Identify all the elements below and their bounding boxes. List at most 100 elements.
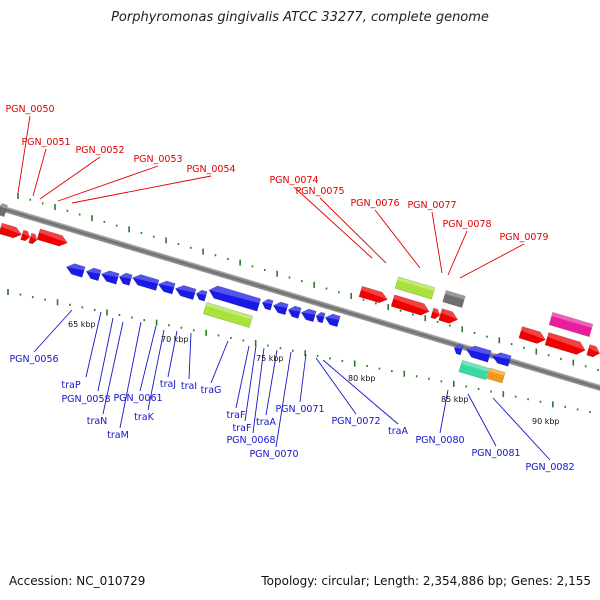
- gene-label-leader: [167, 330, 178, 378]
- reverse-gene-arrow[interactable]: [491, 351, 512, 367]
- inner-tick-mark: [93, 308, 96, 311]
- gene-label[interactable]: PGN_0077: [407, 200, 456, 211]
- inner-tick-mark: [440, 380, 443, 383]
- forward-gene-arrow[interactable]: [544, 332, 587, 357]
- reverse-gene-arrow[interactable]: [85, 266, 102, 282]
- gene-label[interactable]: traK: [134, 412, 154, 423]
- gene-label[interactable]: PGN_0050: [5, 104, 54, 115]
- inner-tick-mark: [552, 401, 554, 408]
- reverse-gene-arrow[interactable]: [453, 343, 464, 356]
- scale-label: 85 kbp: [441, 395, 469, 404]
- gene-label[interactable]: traM: [107, 430, 129, 441]
- gene-label[interactable]: PGN_0079: [499, 232, 548, 243]
- gene-label[interactable]: PGN_0075: [295, 186, 344, 197]
- outer-tick-mark: [128, 226, 130, 233]
- reverse-gene-arrow[interactable]: [272, 300, 289, 316]
- reverse-gene-arrow[interactable]: [65, 262, 86, 278]
- teal-feature[interactable]: [458, 359, 490, 381]
- inner-tick-mark: [428, 377, 430, 380]
- forward-gene-arrow[interactable]: [438, 308, 460, 326]
- gene-label[interactable]: traA: [388, 426, 408, 437]
- green-feature[interactable]: [202, 302, 254, 328]
- reverse-gene-arrow[interactable]: [195, 289, 208, 302]
- inner-tick-mark: [490, 390, 492, 393]
- gene-label-leader: [17, 115, 31, 194]
- inner-tick-mark: [81, 306, 84, 309]
- outer-tick-mark: [412, 313, 414, 316]
- outer-tick-mark: [424, 315, 427, 322]
- gene-label[interactable]: PGN_0081: [471, 448, 520, 459]
- green-feature[interactable]: [394, 276, 436, 300]
- gene-label[interactable]: PGN_0051: [21, 137, 70, 148]
- outer-tick-mark: [375, 302, 377, 305]
- gene-label[interactable]: traF: [227, 410, 246, 421]
- gene-label-leader: [85, 311, 102, 378]
- outer-tick-mark: [301, 280, 303, 283]
- outer-tick-mark: [510, 343, 513, 346]
- gene-label[interactable]: traA: [256, 417, 276, 428]
- gene-label[interactable]: PGN_0058: [61, 394, 110, 405]
- gray-feature[interactable]: [442, 290, 466, 308]
- gene-label-leader: [244, 345, 257, 422]
- gene-label[interactable]: PGN_0056: [9, 354, 58, 365]
- gray-feature[interactable]: [0, 203, 8, 217]
- gene-label[interactable]: traF: [233, 423, 252, 434]
- gene-label[interactable]: PGN_0074: [269, 175, 318, 186]
- gene-label[interactable]: traP: [61, 380, 80, 391]
- forward-gene-arrow[interactable]: [358, 285, 389, 305]
- reverse-gene-arrow[interactable]: [174, 283, 197, 300]
- gene-label-leader: [147, 329, 165, 411]
- reverse-gene-arrow[interactable]: [465, 344, 492, 363]
- outer-tick-mark: [17, 193, 19, 199]
- magenta-feature[interactable]: [548, 311, 594, 338]
- gene-label-leader: [293, 186, 373, 259]
- reverse-gene-arrow[interactable]: [100, 269, 120, 285]
- gene-label[interactable]: traJ: [160, 379, 176, 390]
- gene-label[interactable]: PGN_0061: [113, 393, 162, 404]
- inner-tick-mark: [502, 391, 505, 398]
- reverse-gene-arrow[interactable]: [207, 284, 262, 312]
- gene-label[interactable]: PGN_0082: [525, 462, 574, 473]
- inner-tick-mark: [452, 380, 455, 387]
- gene-label[interactable]: PGN_0054: [186, 164, 235, 175]
- gene-label-leader: [210, 340, 229, 384]
- reverse-gene-arrow[interactable]: [287, 305, 302, 319]
- forward-gene-arrow[interactable]: [390, 294, 431, 317]
- forward-gene-arrow[interactable]: [518, 326, 547, 346]
- gene-label-leader: [275, 351, 292, 448]
- gene-label[interactable]: traI: [181, 381, 197, 392]
- gene-label[interactable]: traG: [201, 385, 222, 396]
- gene-label[interactable]: PGN_0078: [442, 219, 491, 230]
- gene-label[interactable]: PGN_0068: [226, 435, 275, 446]
- inner-tick-mark: [576, 408, 579, 411]
- gene-label[interactable]: traN: [87, 416, 108, 427]
- forward-gene-arrow[interactable]: [586, 344, 600, 359]
- forward-gene-arrow[interactable]: [28, 232, 39, 245]
- gene-label[interactable]: PGN_0052: [75, 145, 124, 156]
- inner-tick-mark: [143, 319, 146, 322]
- gene-label[interactable]: PGN_0071: [275, 404, 324, 415]
- outer-tick-mark: [165, 237, 167, 244]
- inner-tick-mark: [267, 344, 269, 347]
- reverse-gene-arrow[interactable]: [300, 307, 317, 323]
- gene-label[interactable]: PGN_0080: [415, 435, 464, 446]
- gene-label[interactable]: PGN_0053: [133, 154, 182, 165]
- forward-gene-arrow[interactable]: [0, 222, 23, 240]
- reverse-gene-arrow[interactable]: [324, 312, 341, 328]
- forward-gene-arrow[interactable]: [430, 307, 442, 320]
- reverse-gene-arrow[interactable]: [157, 279, 176, 295]
- forward-gene-arrow[interactable]: [20, 229, 32, 242]
- orange-feature[interactable]: [486, 367, 506, 384]
- reverse-gene-arrow[interactable]: [315, 311, 326, 324]
- inner-tick-mark: [19, 293, 22, 296]
- gene-label[interactable]: PGN_0076: [350, 198, 399, 209]
- forward-gene-arrow[interactable]: [36, 228, 69, 248]
- outer-tick-mark: [276, 270, 278, 277]
- inner-tick-mark: [44, 298, 46, 301]
- gene-label[interactable]: PGN_0072: [331, 416, 380, 427]
- reverse-gene-arrow[interactable]: [131, 272, 160, 291]
- reverse-gene-arrow[interactable]: [261, 298, 274, 311]
- reverse-gene-arrow[interactable]: [118, 272, 133, 286]
- outer-tick-mark: [29, 198, 32, 201]
- gene-label[interactable]: PGN_0070: [249, 449, 298, 460]
